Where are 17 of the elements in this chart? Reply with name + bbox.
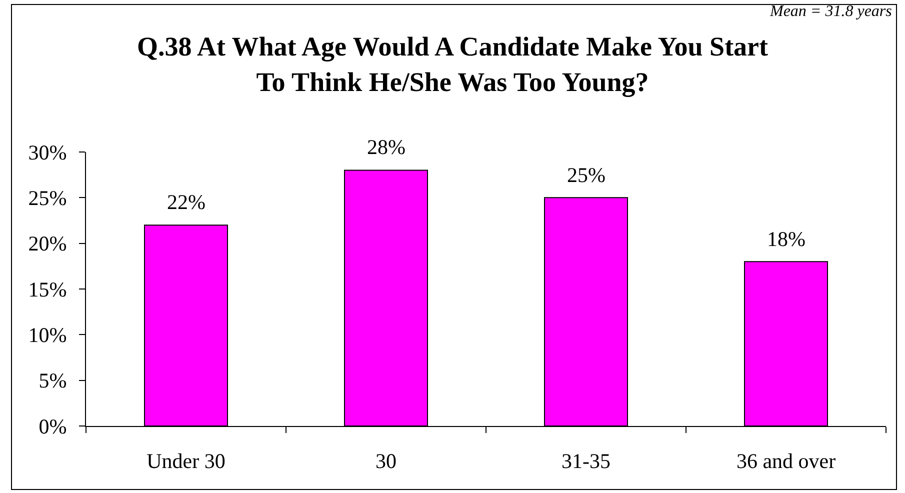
- y-tick-label: 20%: [28, 232, 67, 256]
- x-tick-label: 31-35: [562, 449, 610, 474]
- y-tick-label: 25%: [28, 186, 67, 210]
- data-label: 25%: [567, 163, 606, 187]
- y-tick-label: 10%: [28, 323, 67, 348]
- chart-title: Q.38 At What Age Would A Candidate Make You Start To Think He/She Was Too Young?: [136, 32, 768, 97]
- y-tick-label: 0%: [38, 414, 67, 438]
- y-tick-label: 30%: [28, 140, 67, 164]
- x-tick-label: 30: [376, 449, 396, 474]
- data-label: 28%: [367, 135, 406, 159]
- y-tick-label: 5%: [38, 368, 67, 393]
- data-label: 22%: [167, 190, 206, 214]
- x-tick-label: Under 30: [146, 449, 226, 474]
- x-tick-label: 36 and over: [736, 449, 836, 474]
- data-label: 18%: [767, 227, 806, 251]
- text: Mean = 31.8 years: [769, 3, 892, 20]
- y-tick-label: 15%: [28, 277, 67, 302]
